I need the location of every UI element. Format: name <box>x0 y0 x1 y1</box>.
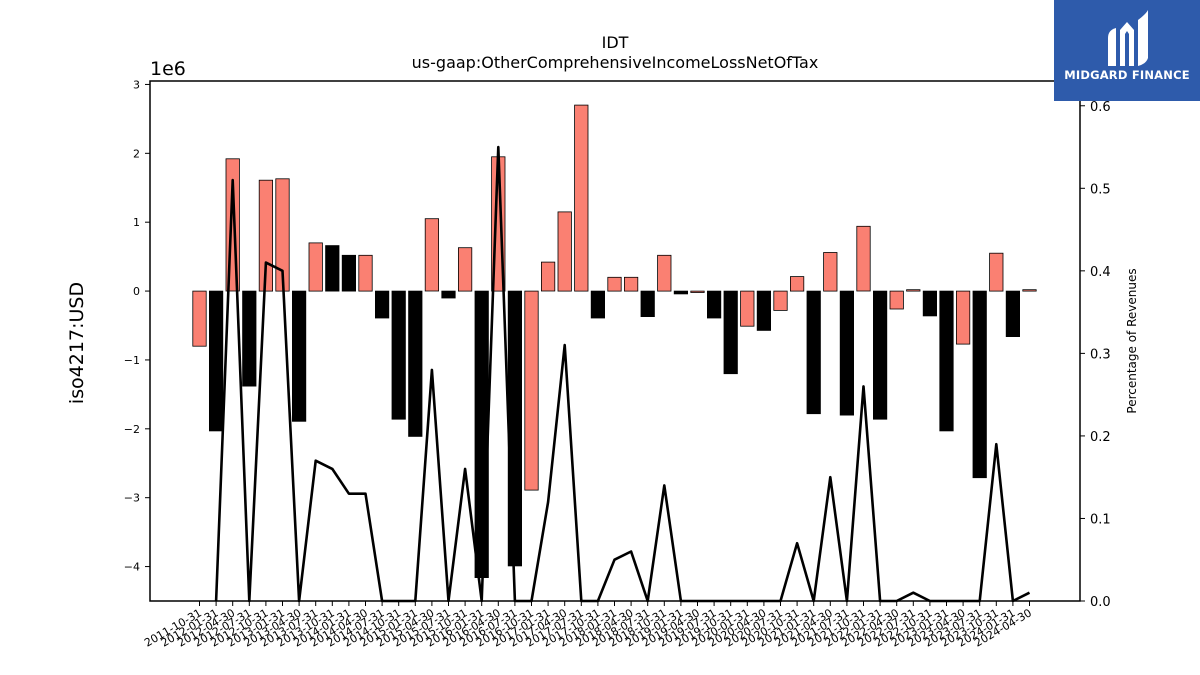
y-tick-label: 3 <box>133 78 140 91</box>
y-axis-label: iso4217:USD <box>66 282 88 404</box>
bar <box>1005 290 1021 338</box>
y2-tick-label: 0.3 <box>1090 347 1111 362</box>
bar <box>208 290 224 432</box>
bar <box>242 290 257 387</box>
line-series <box>214 145 1031 603</box>
bar <box>856 225 871 292</box>
bar <box>474 290 489 579</box>
bar <box>358 254 373 292</box>
bar <box>308 242 323 292</box>
bar <box>707 290 722 319</box>
y2-axis: 0.0 0.1 0.2 0.3 0.4 0.5 0.6 <box>1080 100 1111 610</box>
bar <box>1022 289 1037 292</box>
bar <box>723 290 738 375</box>
bar <box>989 252 1004 292</box>
bar <box>325 245 340 292</box>
bar <box>607 276 622 292</box>
bar <box>408 290 423 437</box>
bar <box>640 290 655 318</box>
y2-tick-label: 0.0 <box>1090 595 1111 610</box>
y2-tick-label: 0.5 <box>1090 182 1111 197</box>
y2-tick-label: 0.6 <box>1090 100 1111 115</box>
bar <box>374 290 390 319</box>
y-tick-label: 0 <box>133 285 140 298</box>
bar <box>541 261 556 292</box>
y-tick-label: −3 <box>124 492 140 505</box>
brand-logo: MIDGARD FINANCE <box>1054 0 1200 101</box>
bar <box>557 211 572 292</box>
y2-axis-label: Percentage of Revenues <box>1125 268 1139 413</box>
bar <box>773 290 788 311</box>
y-tick-label: −4 <box>124 561 140 574</box>
bar <box>740 290 755 327</box>
midgard-logo-icon <box>1108 10 1148 66</box>
bar <box>873 290 888 420</box>
bar <box>806 290 821 415</box>
bar <box>574 104 589 292</box>
bar <box>624 276 639 292</box>
bar <box>524 290 539 491</box>
bar <box>690 290 705 293</box>
bar <box>391 290 406 420</box>
bar <box>922 290 938 317</box>
bar <box>956 290 971 345</box>
bar <box>823 252 838 292</box>
bar <box>756 290 772 331</box>
line-group <box>214 145 1031 603</box>
y-tick-label: −2 <box>124 423 140 436</box>
y-tick-label: −1 <box>124 354 140 367</box>
bar <box>590 290 606 319</box>
bar <box>192 290 207 347</box>
bar <box>341 254 357 292</box>
bar <box>424 218 440 292</box>
bar <box>457 247 473 292</box>
bar <box>673 290 689 295</box>
chart-subtitle: us-gaap:OtherComprehensiveIncomeLossNetO… <box>412 53 819 72</box>
y-axis: −4 −3 −2 −1 0 1 2 3 <box>124 78 150 574</box>
brand-logo-text: MIDGARD FINANCE <box>1064 68 1190 82</box>
bar <box>507 290 523 567</box>
bar <box>441 290 456 299</box>
bar <box>790 276 805 292</box>
bar <box>839 290 855 416</box>
bar <box>906 289 921 292</box>
y-tick-label: 1 <box>133 216 140 229</box>
y-axis-multiplier: 1e6 <box>150 58 186 80</box>
y-tick-label: 2 <box>133 147 140 160</box>
bar <box>889 290 904 310</box>
bar <box>939 290 954 432</box>
y2-tick-label: 0.1 <box>1090 512 1111 527</box>
chart-title: IDT <box>602 33 629 52</box>
bar <box>657 254 672 292</box>
y2-tick-label: 0.4 <box>1090 265 1111 280</box>
bar <box>291 290 307 422</box>
bar <box>972 290 987 479</box>
y2-tick-label: 0.2 <box>1090 430 1111 445</box>
bars-group <box>192 104 1037 579</box>
x-axis: 2011-10-312012-01-312012-04-302012-07-31… <box>142 601 1034 650</box>
